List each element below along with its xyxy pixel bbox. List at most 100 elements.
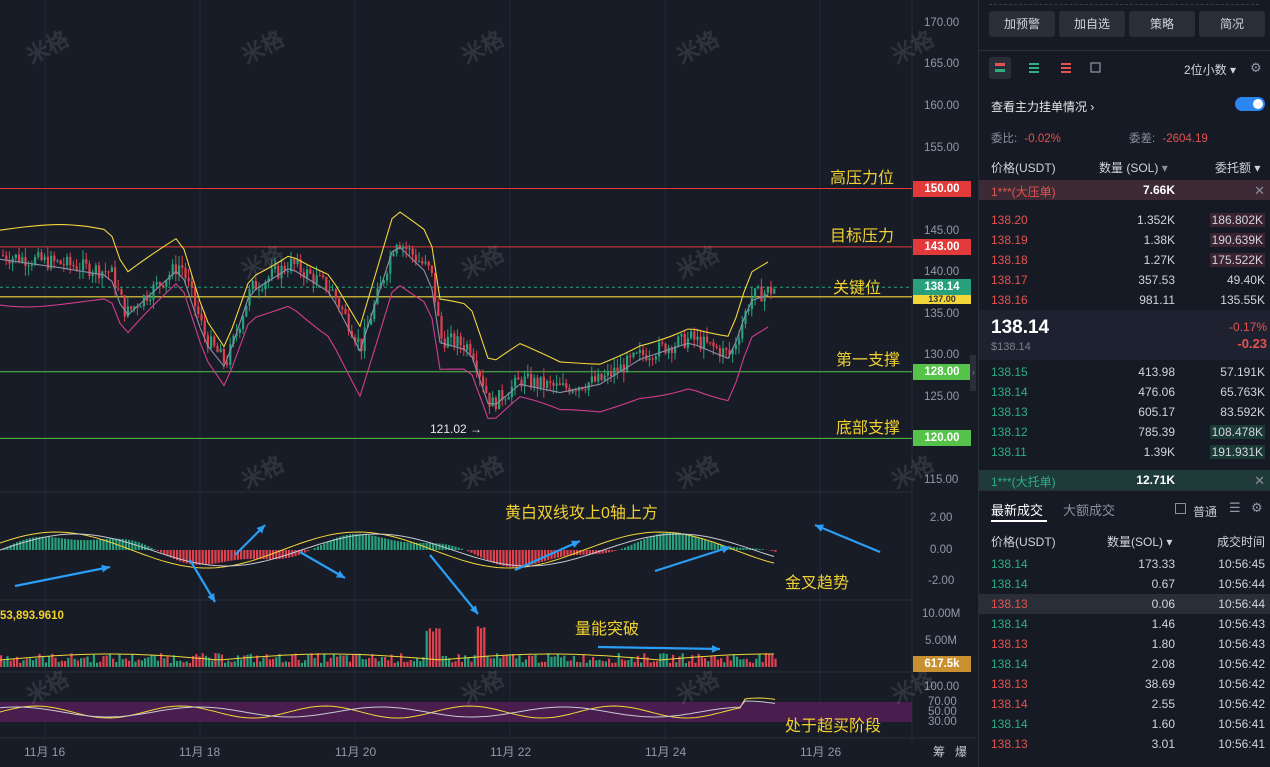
- view-both-icon[interactable]: [989, 57, 1011, 79]
- macd-bar: [755, 548, 758, 550]
- ask-row[interactable]: 138.20 1.352K 186.802K: [991, 213, 1265, 227]
- candle-body: [91, 273, 94, 277]
- volume-bar: [64, 661, 67, 667]
- strategy-button[interactable]: 策略: [1129, 11, 1195, 37]
- macd-bar: [41, 536, 44, 550]
- volume-bar: [96, 662, 99, 667]
- main-orders-toggle[interactable]: [1235, 97, 1265, 111]
- chart-area[interactable]: 170.00 165.00 160.00 155.00 145.00 140.0…: [0, 0, 976, 767]
- volume-bar: [489, 658, 492, 667]
- macd-bar: [681, 533, 684, 550]
- bid-row[interactable]: 138.11 1.39K 191.931K: [991, 445, 1265, 459]
- macd-line: [0, 531, 775, 569]
- volume-bar: [16, 656, 19, 667]
- macd-bar: [182, 550, 185, 563]
- change-absolute: -0.23: [1237, 336, 1267, 351]
- tab-large-trades[interactable]: 大额成交: [1063, 503, 1116, 518]
- macd-bar: [57, 537, 60, 550]
- volume-break-note: 量能突破: [575, 621, 640, 638]
- candle-body: [549, 381, 552, 383]
- candle-body: [542, 376, 545, 388]
- volume-bar: [185, 661, 188, 667]
- macd-bar: [89, 540, 92, 550]
- candle-body: [520, 379, 523, 387]
- macd-value: 53,893.9610: [0, 610, 64, 622]
- add-alert-button[interactable]: 加预警: [989, 11, 1055, 37]
- col-total-header[interactable]: 委托额 ▾: [1215, 161, 1261, 175]
- bid-row[interactable]: 138.12 785.39 108.478K: [991, 425, 1265, 439]
- macd-bar: [662, 532, 665, 550]
- volume-bar: [233, 661, 236, 667]
- volume-bar: [412, 661, 415, 667]
- candle-body: [507, 397, 510, 400]
- view-compact-icon[interactable]: [1085, 57, 1107, 79]
- col-qty-header[interactable]: 数量 (SOL) ▾: [1099, 161, 1168, 175]
- big-bid-row[interactable]: 1***(大托单) 12.71K ✕: [979, 470, 1270, 490]
- candle-body: [757, 286, 760, 289]
- ask-row[interactable]: 138.17 357.53 49.40K: [991, 273, 1265, 287]
- ask-row[interactable]: 138.16 981.11 135.55K: [991, 293, 1265, 307]
- close-icon[interactable]: ✕: [1254, 183, 1265, 198]
- volume-bar: [396, 661, 399, 667]
- bid-row[interactable]: 138.15 413.98 57.191K: [991, 365, 1265, 379]
- ask-row[interactable]: 138.19 1.38K 190.639K: [991, 233, 1265, 247]
- trend-arrow-head: [256, 525, 265, 534]
- trade-row: 138.13 0.06 10:56:44: [979, 594, 1270, 614]
- bid-row[interactable]: 138.14 476.06 65.763K: [991, 385, 1265, 399]
- ask-row[interactable]: 138.18 1.27K 175.522K: [991, 253, 1265, 267]
- liquidation-tool-button[interactable]: 爆: [955, 745, 968, 759]
- volume-bar: [742, 659, 745, 667]
- date-tick: 11月 18: [179, 745, 221, 759]
- add-watchlist-button[interactable]: 加自选: [1059, 11, 1125, 37]
- volume-bar: [339, 655, 342, 667]
- trade-qty-header[interactable]: 数量(SOL) ▾: [1107, 535, 1173, 549]
- candle-body: [616, 367, 619, 372]
- volume-bar: [726, 655, 729, 667]
- main-orders-link[interactable]: 查看主力挂单情况 ›: [991, 100, 1095, 114]
- candle-body: [341, 307, 344, 310]
- candle-body: [354, 337, 357, 342]
- view-bids-icon[interactable]: [1023, 57, 1045, 79]
- volume-bar: [444, 656, 447, 667]
- candle-body: [194, 287, 197, 307]
- bid-row[interactable]: 138.13 605.17 83.592K: [991, 405, 1265, 419]
- normal-checkbox[interactable]: [1175, 503, 1186, 514]
- settings-icon[interactable]: ⚙: [1250, 60, 1262, 75]
- macd-bar: [457, 547, 460, 550]
- candle-body: [696, 336, 699, 340]
- view-asks-icon[interactable]: [1055, 57, 1077, 79]
- filter-icon[interactable]: ☰: [1229, 500, 1241, 515]
- volume-bar: [720, 658, 723, 667]
- volume-bar: [83, 657, 86, 667]
- close-icon[interactable]: ✕: [1254, 473, 1265, 488]
- big-ask-row[interactable]: 1***(大压单) 7.66K ✕: [979, 180, 1270, 200]
- trade-time: 10:56:41: [1218, 717, 1265, 731]
- first-support-note: 第一支撑: [836, 352, 901, 369]
- volume-bar: [387, 660, 390, 667]
- decimal-select[interactable]: 2位小数 ▾: [1184, 63, 1237, 77]
- volume-bar: [553, 656, 556, 667]
- trade-price: 138.13: [991, 677, 1028, 691]
- volume-bar: [422, 657, 425, 667]
- candlestick-chart[interactable]: [0, 0, 976, 767]
- panel-collapse-handle[interactable]: ›: [970, 355, 976, 391]
- candle-body: [494, 397, 497, 410]
- macd-bar: [601, 550, 604, 554]
- volume-bar: [582, 654, 585, 667]
- high-pressure-note: 高压力位: [830, 170, 895, 187]
- macd-bar: [316, 546, 319, 550]
- volume-bar: [649, 662, 652, 667]
- candle-body: [107, 271, 110, 273]
- macd-bar: [758, 548, 761, 550]
- bottom-support-note: 底部支撑: [836, 420, 901, 437]
- macd-bar: [592, 550, 595, 555]
- tab-latest-trades[interactable]: 最新成交: [991, 503, 1044, 518]
- settings-icon[interactable]: ⚙: [1251, 500, 1263, 515]
- candle-body: [430, 265, 433, 273]
- overview-button[interactable]: 简况: [1199, 11, 1265, 37]
- golden-cross-note: 金叉趋势: [785, 575, 850, 592]
- macd-bar: [473, 550, 476, 555]
- chip-tool-button[interactable]: 筹: [933, 745, 946, 759]
- candle-body: [66, 256, 69, 266]
- macd-bar: [172, 550, 175, 559]
